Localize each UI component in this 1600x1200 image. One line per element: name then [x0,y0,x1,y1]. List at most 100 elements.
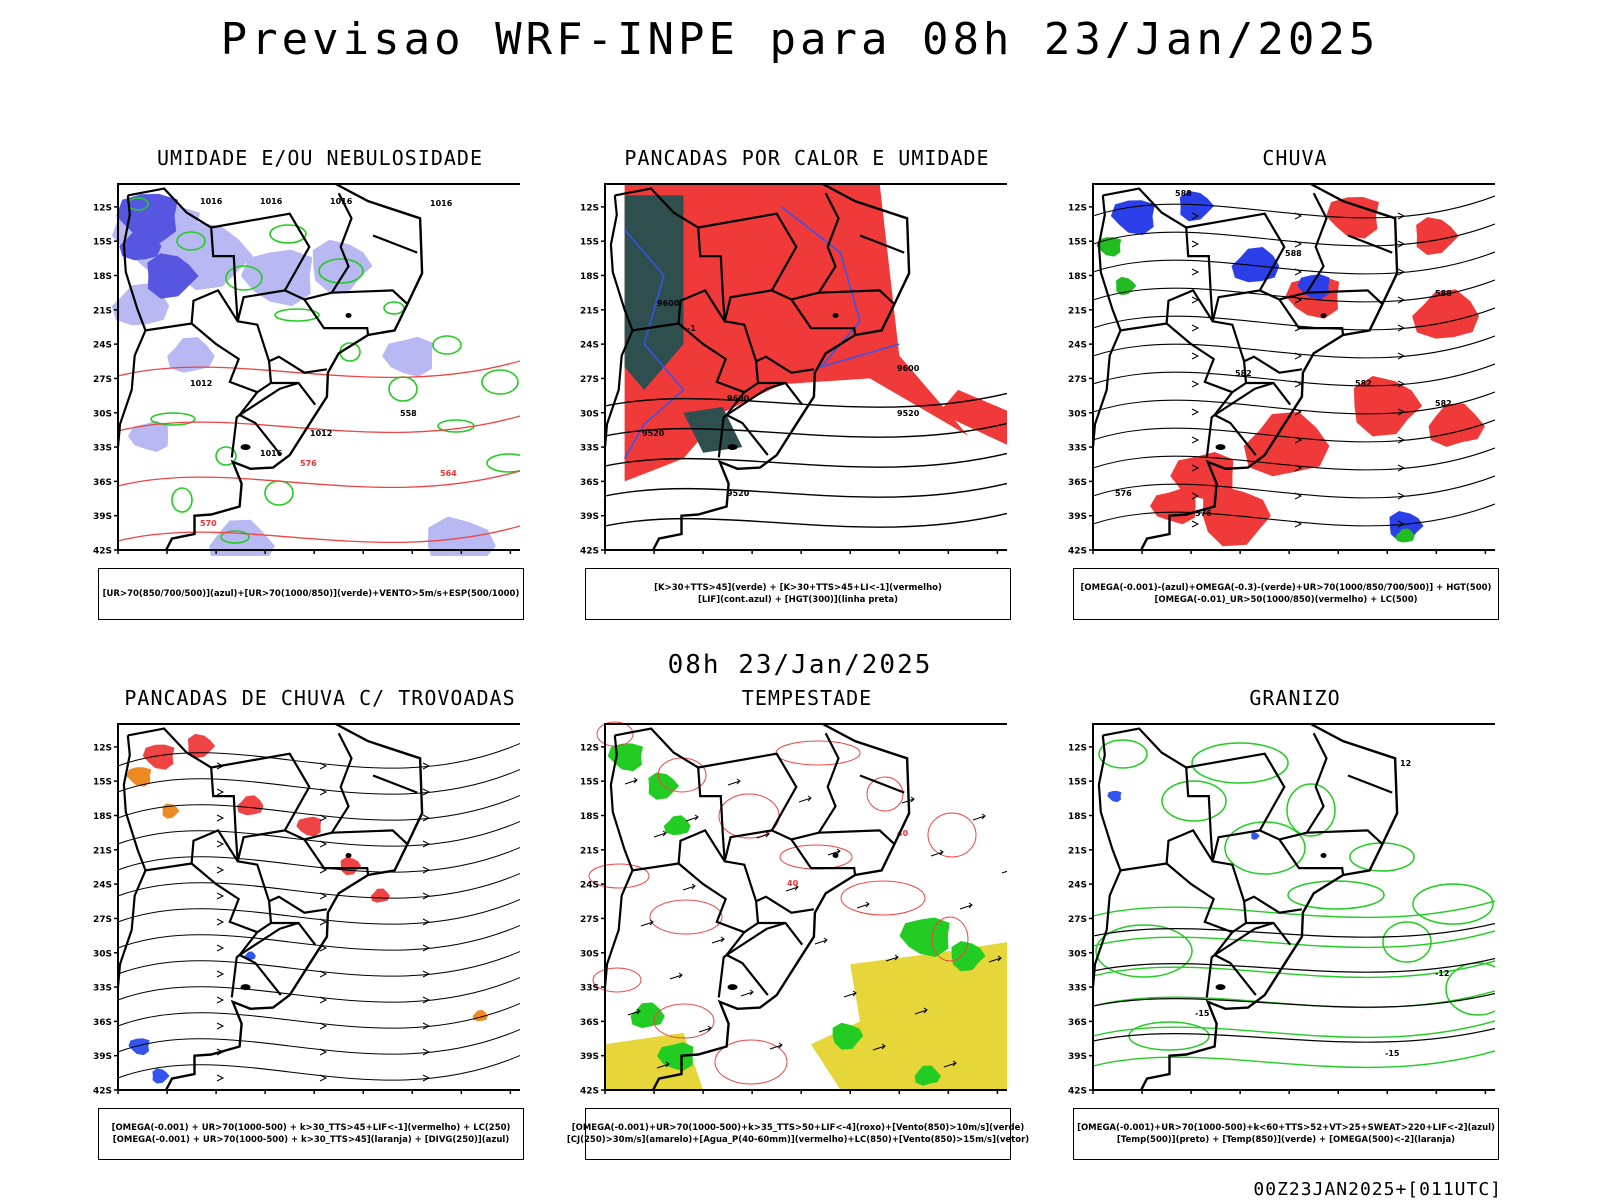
streamline-arrow [1191,436,1200,444]
streamline-arrow [216,944,225,952]
wind-vector [914,1007,928,1015]
legend-box: [UR>70(850/700/500)](azul)+[UR>70(1000/8… [98,568,524,620]
lake [345,313,352,319]
contour-label: 570 [200,519,217,528]
border-line [717,954,728,998]
border-line [859,234,905,254]
contour-label: 1012 [190,379,212,388]
lat-label: 18S [1068,812,1087,822]
wind-fill [899,917,950,958]
border-line [698,212,798,291]
base-map [116,182,424,551]
wind-vector [669,972,683,980]
border-line [238,381,299,416]
legend-box: [K>30+TTS>45](verde) + [K>30+TTS>45+LI<-… [585,568,1011,620]
legend-line: [OMEGA(-0.001) + UR>70(1000-500) + k>30_… [111,1123,511,1133]
humidity-contour [171,487,193,513]
border-line [1165,829,1233,934]
wind-vector [624,777,638,785]
wind-vector [740,989,754,997]
height-contour [1092,335,1495,359]
legend-box: [OMEGA(-0.001)+UR>70(1000-500)+k<60+TTS>… [1073,1108,1499,1160]
legend-line: [K>30+TTS>45](verde) + [K>30+TTS>45+LI<-… [654,583,942,593]
wind-vector [972,813,986,821]
legend-line: [OMEGA(-0.001)-(azul)+OMEGA(-0.3)-(verde… [1080,583,1492,593]
streamline-arrow [216,840,225,848]
coastline [165,722,424,1091]
legend-line: [OMEGA(-0.001) + UR>70(1000-500) + k>30_… [112,1135,510,1145]
forecast-map: 588 588 588 582 582 576 576 582 12S 15S 18S 21S 24S 2… [1068,182,1495,556]
contour-label: 558 [400,409,417,418]
border-line [755,895,815,914]
streamline-arrow [1191,268,1200,276]
lat-label: 15S [580,778,599,788]
lat-label: 33S [93,984,112,994]
precip-water-contour [927,812,977,858]
cloud-shade-dense [119,229,162,261]
streamline-arrow [422,762,431,770]
border-line [790,298,857,336]
precip-water-contour [649,899,723,935]
streamline-arrow [422,840,431,848]
omega-fill [1179,190,1214,222]
lat-label: 24S [580,341,599,351]
panel-umidade: UMIDADE E/OU NEBULOSIDADE 1016 1016 1016 10… [80,146,580,626]
streamline [117,768,520,795]
humidity-contour [486,453,520,473]
thickness-contour [117,470,520,488]
streamline-arrow [216,892,225,900]
omega-fill [1231,247,1280,283]
legend-line: [LIF](cont.azul) + [HGT(300)](linha pret… [697,595,899,605]
border-line [190,829,258,934]
height-contour [1092,195,1495,219]
axes: 12S15S18S21S24S27S30S33S36S39S42S70W65W6… [580,183,1007,557]
omega-strong-fill [1096,237,1122,257]
streamline-arrow [319,892,328,900]
forecast-map: 1016 1016 1016 1016 1012 1012 1016 576 570 564 558… [93,182,520,556]
plot-frame [117,723,520,1091]
wind-vector [885,954,899,962]
streamline-arrow [1191,492,1200,500]
humidity-contour [383,301,405,315]
streamline [117,820,520,847]
streamline-arrow [1294,380,1303,388]
streamline-arrow [1294,240,1303,248]
precip-water-contour [653,1003,715,1039]
lat-label: 42S [580,547,599,557]
streamline-arrow [1294,268,1303,276]
divergence-fill [152,1068,170,1084]
border-line [603,329,634,448]
contour-label: -15 [1385,1049,1400,1058]
wind-vector [698,1025,712,1033]
wind-fill [832,1022,864,1050]
streamline-arrow [1294,212,1303,220]
panel-tempestade: TEMPESTADE 40 40 12S 15S 18S 21S 24S 27S 30S 33S 3… [567,686,1067,1166]
streamline-arrow [422,1074,431,1082]
streamline-arrow [1191,520,1200,528]
rain-fill [1428,403,1485,447]
streamline-arrow [319,788,328,796]
border-line [1347,774,1393,794]
wind-vector [930,849,944,857]
height-contour [1092,251,1495,275]
contour-label: 9520 [727,489,750,498]
streamline-arrow [1191,464,1200,472]
border-line [1278,298,1345,336]
border-line [230,954,241,998]
temp850-contour [1092,1020,1495,1039]
wind-vector [798,795,812,803]
humidity-contour [220,530,250,544]
axes: 12S15S18S21S24S27S30S33S36S39S42S70W65W6… [93,183,520,556]
streamline-arrow [1191,408,1200,416]
height-contour [604,512,1007,528]
border-line [818,289,896,305]
border-line [1306,289,1384,305]
contour-label: 588 [1435,289,1452,298]
height-contour [1092,503,1495,527]
contour-label: 1016 [330,197,353,206]
thunder-fill [296,816,322,837]
contour-label: 1016 [260,449,283,458]
precip-water-contour [588,863,650,889]
contour-label: 576 [1115,489,1132,498]
wind-vector [756,831,770,839]
